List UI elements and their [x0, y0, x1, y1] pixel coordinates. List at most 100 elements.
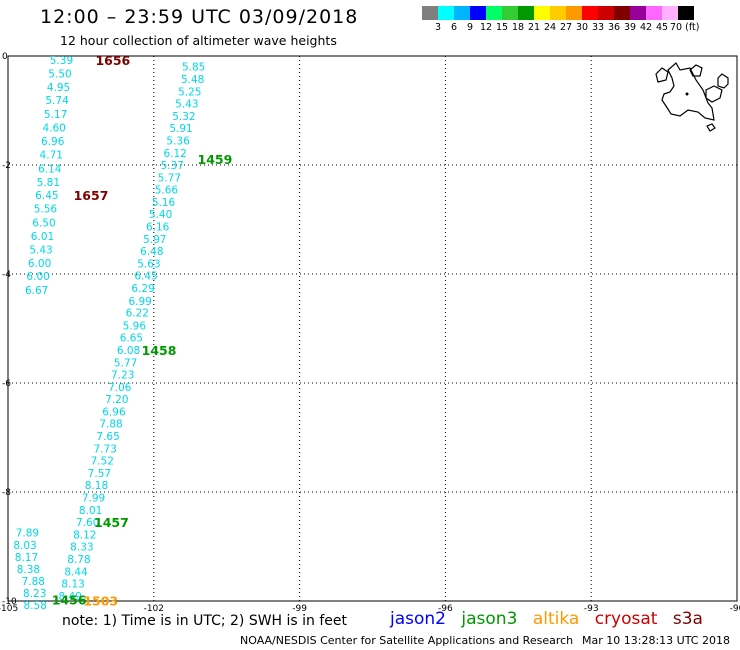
swh-value-label: 4.95 [47, 82, 70, 94]
footnote: note: 1) Time is in UTC; 2) SWH is in fe… [62, 613, 348, 629]
generated-timestamp: Mar 10 13:28:13 UTC 2018 [582, 634, 730, 647]
color-scale-swatch: 18 [512, 6, 534, 33]
y-tick-label: -10 [2, 597, 17, 607]
map-frame [7, 55, 738, 602]
color-scale-label: 15 [495, 22, 509, 33]
x-tick-label: -105 [0, 604, 18, 614]
color-scale-label: 27 [559, 22, 573, 33]
time-label: 1458 [142, 343, 177, 358]
swh-value-label: 6.67 [25, 285, 48, 297]
color-scale-swatch [422, 6, 438, 20]
swh-value-label: 6.01 [31, 231, 54, 243]
swh-value-label: 8.78 [67, 554, 90, 566]
y-tick-label: -2 [2, 161, 11, 171]
island-small [685, 92, 689, 96]
color-scale-swatch: 39 [624, 6, 646, 33]
color-scale-swatch: 33 [592, 6, 614, 33]
color-scale-label: 45 [655, 22, 669, 33]
gridlines [8, 56, 737, 601]
swh-value-label: 6.29 [131, 283, 154, 295]
y-tick-label: -6 [2, 379, 11, 389]
island-floreana [706, 123, 716, 132]
color-scale-swatch: 42 [640, 6, 662, 33]
swh-value-label: 7.89 [16, 527, 39, 539]
swh-value-labels: 5.395.50 4.955.74 5.174.60 6.96 4.716.14 5.81… [13, 55, 205, 612]
legend-jason2: jason2 [390, 609, 446, 629]
swh-value-label: 7.23 [111, 369, 134, 381]
color-scale-label: 33 [591, 22, 605, 33]
swh-value-label: 5.25 [178, 86, 201, 98]
swh-value-label: 5.66 [155, 185, 179, 197]
time-label: 1457 [94, 515, 129, 530]
color-scale-swatch: 70 (ft) [670, 6, 699, 33]
swh-value-label: 8.12 [73, 530, 96, 542]
swh-value-label: 8.49 [59, 591, 82, 603]
x-tick-label: -96 [438, 604, 453, 614]
swh-value-label: 6.12 [163, 148, 186, 160]
y-tick-label: 0 [2, 52, 8, 62]
swh-value-label: 5.43 [175, 98, 198, 110]
color-scale-label: 36 [607, 22, 621, 33]
swh-value-label: 8.44 [64, 567, 88, 579]
x-tick-label: -99 [292, 604, 307, 614]
color-scale-swatch: 45 [656, 6, 678, 33]
satellite-legend: jason2 jason3 altika cryosat s3a [390, 609, 713, 629]
color-scale-swatch: 24 [544, 6, 566, 33]
color-scale-swatch: 6 [451, 6, 470, 33]
color-scale-label: 30 [575, 22, 589, 33]
swh-value-label: 5.40 [149, 209, 172, 221]
island-santa-cruz [705, 85, 723, 103]
swh-value-label: 8.17 [15, 552, 38, 564]
swh-value-label: 5.63 [137, 259, 160, 271]
color-scale-swatch: 12 [480, 6, 502, 33]
swh-value-label: 5.91 [169, 123, 192, 135]
swh-value-label: 4.60 [42, 122, 65, 134]
time-label: 1459 [198, 152, 233, 167]
swh-value-label: 5.77 [158, 173, 181, 185]
swh-value-label: 5.81 [37, 177, 60, 189]
y-tick-label: -8 [2, 488, 11, 498]
time-label: 1503 [83, 594, 118, 609]
swh-value-label: 6.00 [28, 258, 51, 270]
color-scale-label: 24 [543, 22, 557, 33]
swh-value-label: 7.99 [82, 492, 105, 504]
time-label: 1657 [74, 188, 109, 203]
swh-value-label: 6.99 [128, 296, 151, 308]
swh-value-label: 6.45 [134, 271, 157, 283]
swh-value-label: 5.56 [34, 204, 58, 216]
color-scale-swatch: 21 [528, 6, 550, 33]
color-scale-swatch: 3 [435, 6, 454, 33]
swh-value-label: 5.16 [152, 197, 176, 209]
credit-line: NOAA/NESDIS Center for Satellite Applica… [240, 634, 574, 647]
swh-value-label: 6.08 [117, 345, 140, 357]
color-scale-swatch: 9 [467, 6, 486, 33]
swh-value-label: 6.65 [120, 332, 143, 344]
swh-value-label: 5.97 [143, 234, 166, 246]
color-scale-label: 39 [623, 22, 637, 33]
swh-value-label: 8.23 [23, 588, 46, 600]
color-scale-label: 9 [466, 22, 474, 33]
swh-value-label: 5.36 [166, 136, 190, 148]
color-scale-label: 70 (ft) [670, 22, 700, 33]
island-san-cristobal [717, 73, 729, 89]
swh-value-label: 6.50 [32, 217, 55, 229]
legend-cryosat: cryosat [594, 609, 658, 629]
swh-value-label: 7.20 [105, 394, 128, 406]
swh-value-label: 8.03 [13, 540, 36, 552]
color-scale-label: 12 [479, 22, 493, 33]
swh-value-label: 5.37 [161, 160, 184, 172]
color-scale-swatch: 27 [560, 6, 582, 33]
color-scale-swatch: 36 [608, 6, 630, 33]
color-scale-label: 21 [527, 22, 541, 33]
color-scale-label: 18 [511, 22, 525, 33]
galapagos-islands [655, 62, 729, 132]
swh-value-label: 5.77 [114, 357, 137, 369]
time-label: 1656 [95, 53, 130, 68]
swh-value-label: 7.73 [94, 443, 117, 455]
swh-value-label: 4.71 [40, 150, 63, 162]
swh-value-label: 6.96 [41, 136, 65, 148]
color-scale-swatch: 15 [496, 6, 518, 33]
wave-height-color-scale: 3 6 9 12 15 18 21 24 27 30 33 36 39 42 45 70 (ft) [422, 6, 699, 33]
